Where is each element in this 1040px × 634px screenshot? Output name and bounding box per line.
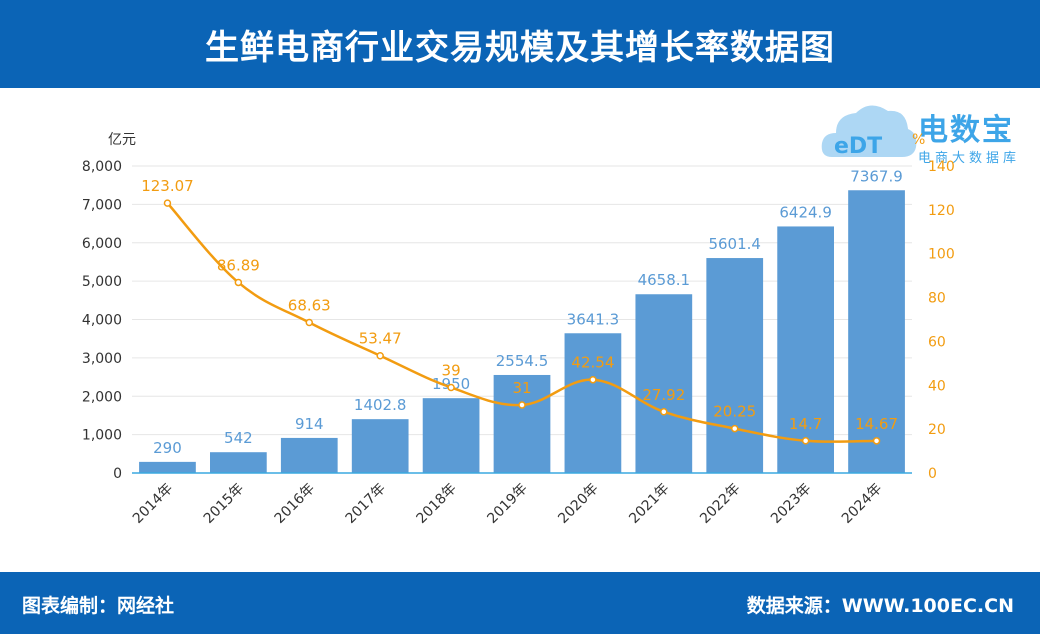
y-tick-label: 2,000 <box>82 389 122 405</box>
logo-badge: eDT <box>834 134 882 159</box>
x-tick-label: 2020年 <box>555 481 601 527</box>
line-value-label: 14.67 <box>855 415 898 433</box>
x-tick-label: 2021年 <box>626 481 672 527</box>
y2-tick-label: 120 <box>928 203 955 219</box>
bar-value-label: 5601.4 <box>708 235 761 253</box>
bar-value-label: 7367.9 <box>850 167 903 185</box>
line-value-label: 20.25 <box>713 403 756 421</box>
bar <box>706 258 764 473</box>
cloud-logo-icon: eDT <box>821 105 917 159</box>
y-tick-label: 8,000 <box>82 159 122 175</box>
line-point <box>234 278 243 287</box>
x-tick-label: 2017年 <box>343 481 389 527</box>
line-value-label: 68.63 <box>288 297 331 315</box>
bar <box>210 452 267 473</box>
x-tick-label: 2024年 <box>839 481 885 527</box>
growth-line-series: 123.07 86.89 68.63 53.47 39 31 42.54 27.92 20.25… <box>141 177 898 445</box>
y-tick-label: 7,000 <box>82 197 122 213</box>
y-tick-label: 3,000 <box>82 351 122 367</box>
y2-tick-label: 0 <box>928 466 937 482</box>
x-tick-label: 2016年 <box>272 481 318 527</box>
line-value-label: 53.47 <box>359 330 402 348</box>
bar <box>493 374 551 473</box>
bar <box>280 437 338 473</box>
line-point <box>447 383 455 392</box>
bar <box>422 398 480 473</box>
x-tick-label: 2014年 <box>130 481 176 527</box>
bar <box>139 461 196 473</box>
x-tick-label: 2019年 <box>484 481 530 527</box>
bar <box>777 226 834 473</box>
header-bar: 生鲜电商行业交易规模及其增长率数据图 <box>0 0 1040 88</box>
y-axis-unit: 亿元 <box>108 132 136 148</box>
bar-value-label: 542 <box>224 429 253 447</box>
y2-axis-unit: % <box>912 132 925 148</box>
y2-tick-label: 40 <box>928 378 946 394</box>
line-value-label: 42.54 <box>571 354 614 372</box>
bar <box>564 333 622 473</box>
bar-value-label: 290 <box>153 439 182 457</box>
footer-source: 数据来源：WWW.100EC.CN <box>746 595 1014 617</box>
footer-credit: 图表编制：网经社 <box>22 595 175 617</box>
line-point <box>305 318 314 327</box>
page-title: 生鲜电商行业交易规模及其增长率数据图 <box>205 27 835 68</box>
bar-value-label: 2554.5 <box>496 352 549 370</box>
logo-subtitle: 电商大数据库 <box>918 151 1021 166</box>
y-tick-label: 0 <box>113 466 122 482</box>
line-value-label: 27.92 <box>642 386 685 404</box>
line-value-label: 123.07 <box>141 177 194 195</box>
bar-value-label: 914 <box>295 415 324 433</box>
line-value-label: 14.7 <box>789 415 822 433</box>
logo: eDT 电数宝 电商大数据库 <box>818 95 1038 175</box>
bar-series: 2905429141402.819502554.53641.34658.1560… <box>139 167 905 473</box>
x-tick-label: 2015年 <box>201 481 247 527</box>
line-point <box>376 351 384 360</box>
y-tick-label: 5,000 <box>82 274 122 290</box>
bar-value-label: 6424.9 <box>779 203 832 221</box>
bar-value-label: 1402.8 <box>354 396 407 414</box>
y2-tick-label: 80 <box>928 291 946 307</box>
bar <box>351 419 409 473</box>
y-tick-label: 1,000 <box>82 428 122 444</box>
line-point <box>518 401 526 409</box>
logo-name: 电数宝 <box>918 113 1014 148</box>
line-point <box>801 437 810 445</box>
line-point <box>589 375 597 384</box>
chart: 0 1,000 2,000 3,000 4,000 5,000 6,000 7,000 8,00… <box>82 132 955 527</box>
x-tick-label: 2022年 <box>697 481 743 527</box>
line-value-label: 39 <box>442 361 461 379</box>
bar <box>848 190 905 473</box>
line-point <box>872 437 881 445</box>
line-point <box>730 424 739 433</box>
line-point <box>660 408 668 416</box>
line-value-label: 31 <box>512 379 531 397</box>
y-axis-left: 0 1,000 2,000 3,000 4,000 5,000 6,000 7,000 8,00… <box>82 159 122 482</box>
y2-tick-label: 100 <box>928 247 955 263</box>
y2-tick-label: 60 <box>928 334 946 350</box>
y2-tick-label: 140 <box>928 159 955 175</box>
y-axis-right: 0 20 40 60 80 100 120 140 <box>928 159 955 482</box>
bar-value-label: 4658.1 <box>638 271 691 289</box>
y-tick-label: 6,000 <box>82 236 122 252</box>
y-tick-label: 4,000 <box>82 313 122 329</box>
footer-bar: 图表编制：网经社 数据来源：WWW.100EC.CN <box>0 572 1040 634</box>
x-tick-label: 2023年 <box>768 481 814 527</box>
y2-tick-label: 20 <box>928 422 946 438</box>
x-tick-label: 2018年 <box>414 481 460 527</box>
bar <box>635 294 693 473</box>
line-point <box>163 199 172 207</box>
x-axis: 2014年 2015年 2016年 2017年 2018年 2019年 2020年 2021年… <box>130 472 912 527</box>
bar-value-label: 3641.3 <box>567 310 620 328</box>
line-value-label: 86.89 <box>217 256 260 274</box>
